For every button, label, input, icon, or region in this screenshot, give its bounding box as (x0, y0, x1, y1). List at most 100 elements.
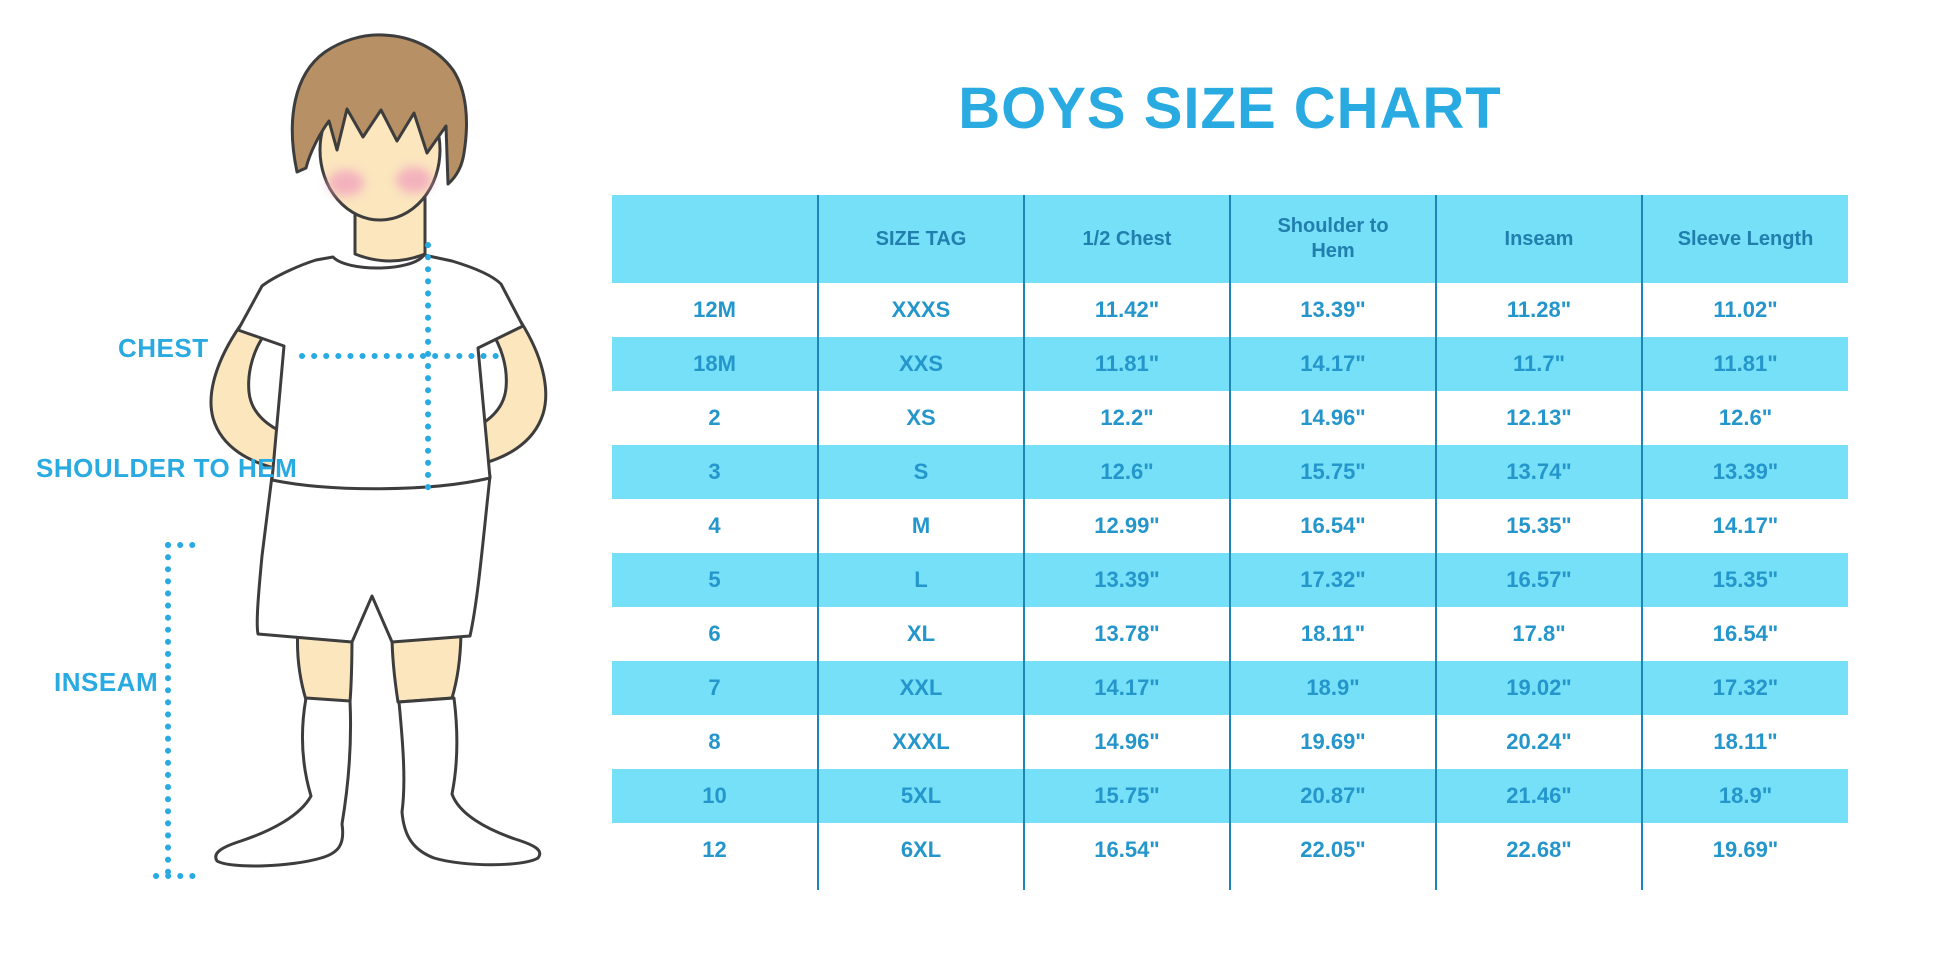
size-label-cell: 12 (702, 837, 727, 862)
measurement-cell: 17.8" (1435, 607, 1642, 661)
table-row: 2 XS 12.2" 14.96" 12.13" 12.6" (612, 391, 1848, 445)
measurement-cell: 13.39" (1229, 283, 1436, 337)
measurement-cell: 12.6" (1641, 391, 1848, 445)
measurement-cell: 14.17" (1023, 661, 1230, 715)
boy-hair (290, 33, 468, 186)
column-header: Inseam (1435, 195, 1642, 283)
header-row: SIZE TAG 1/2 Chest Shoulder to Hem Inseam Sl… (612, 195, 1848, 283)
measurement-cell: 19.69" (1641, 823, 1848, 877)
boy-illustration (153, 33, 548, 879)
measurement-cell: L (817, 553, 1024, 607)
blush-right-icon (396, 167, 432, 193)
measurement-cell: 11.7" (1435, 337, 1642, 391)
measurement-cell: S (817, 445, 1024, 499)
measurement-cell: 11.02" (1641, 283, 1848, 337)
measurement-cell: 6XL (817, 823, 1024, 877)
measurement-cell: XXL (817, 661, 1024, 715)
table-row: 7 XXL 14.17" 18.9" 19.02" 17.32" (612, 661, 1848, 715)
measurement-cell: 18.11" (1641, 715, 1848, 769)
measurement-cell: 13.39" (1023, 553, 1230, 607)
shoulder-to-hem-label: SHOULDER TO HEM (36, 453, 298, 483)
column-header: 1/2 Chest (1023, 195, 1230, 283)
measurement-cell: 13.39" (1641, 445, 1848, 499)
column-divider-tick (1434, 877, 1437, 890)
table-row: 5 L 13.39" 17.32" 16.57" 15.35" (612, 553, 1848, 607)
measurement-cell: 18.9" (1641, 769, 1848, 823)
measurement-cell: 13.78" (1023, 607, 1230, 661)
size-chart-table-wrap: SIZE TAG 1/2 Chest Shoulder to Hem Inseam Sl… (612, 195, 1848, 890)
column-divider-tick (1641, 877, 1643, 890)
measurement-cell: 16.54" (1641, 607, 1848, 661)
measurement-cell: 12.6" (1023, 445, 1230, 499)
size-label-cell: 7 (612, 661, 818, 715)
size-label-cell: 8 (708, 729, 721, 754)
table-body: 12M XXXS 11.42" 13.39" 11.28" 11.02" 18M XXS 11.… (612, 283, 1848, 877)
table-row: 10 5XL 15.75" 20.87" 21.46" 18.9" (612, 769, 1848, 823)
measurement-cell: 15.35" (1435, 499, 1642, 553)
measurement-cell: 19.02" (1435, 661, 1642, 715)
measurement-cell: 14.17" (1229, 337, 1436, 391)
measurement-cell: XXXL (817, 715, 1024, 769)
column-header: Sleeve Length (1641, 195, 1848, 283)
measurement-cell: 16.54" (1229, 499, 1436, 553)
table-row: 4 M 12.99" 16.54" 15.35" 14.17" (612, 499, 1848, 553)
measurement-cell: 16.54" (1023, 823, 1230, 877)
boy-shirt (236, 253, 525, 491)
measurement-cell: 13.74" (1435, 445, 1642, 499)
measurement-cell: 18.9" (1229, 661, 1436, 715)
measurement-cell: 18.11" (1229, 607, 1436, 661)
measurement-cell: XL (817, 607, 1024, 661)
size-label-cell: 4 (708, 513, 721, 538)
measurement-cell: 20.24" (1435, 715, 1642, 769)
measurement-cell: XXXS (817, 283, 1024, 337)
measurement-cell: 17.32" (1229, 553, 1436, 607)
size-label-cell: 5 (612, 553, 818, 607)
column-divider-tick (816, 877, 819, 890)
measurement-cell: 14.17" (1641, 499, 1848, 553)
column-header: SIZE TAG (817, 195, 1024, 283)
size-label-cell: 18M (612, 337, 818, 391)
table-row: 12 6XL 16.54" 22.05" 22.68" 19.69" (612, 823, 1848, 877)
measurement-cell: 15.75" (1023, 769, 1230, 823)
boy-right-sock (397, 696, 542, 867)
measurement-cell: 15.35" (1641, 553, 1848, 607)
measurement-cell: M (817, 499, 1024, 553)
measurement-cell: 11.42" (1023, 283, 1230, 337)
size-label-cell: 6 (708, 621, 721, 646)
measurement-cell: 12.13" (1435, 391, 1642, 445)
column-divider-tick (1022, 877, 1025, 890)
measurement-cell: 20.87" (1229, 769, 1436, 823)
column-header: Shoulder to Hem (1229, 195, 1436, 283)
measurement-cell: 21.46" (1435, 769, 1642, 823)
size-label-cell: 2 (708, 405, 721, 430)
size-label-cell: 10 (612, 769, 818, 823)
inseam-label: INSEAM (54, 667, 159, 697)
boy-left-sock (214, 696, 353, 868)
measurement-cell: 12.99" (1023, 499, 1230, 553)
measurement-cell: 22.68" (1435, 823, 1642, 877)
measurement-cell: 14.96" (1023, 715, 1230, 769)
column-divider-tick (1229, 877, 1231, 890)
column-header (612, 195, 818, 283)
measurement-cell: XXS (817, 337, 1024, 391)
measurement-cell: 11.81" (1023, 337, 1230, 391)
size-chart-table: SIZE TAG 1/2 Chest Shoulder to Hem Inseam Sl… (612, 195, 1848, 877)
measurement-cell: 14.96" (1229, 391, 1436, 445)
table-row: 6 XL 13.78" 18.11" 17.8" 16.54" (612, 607, 1848, 661)
table-row: 12M XXXS 11.42" 13.39" 11.28" 11.02" (612, 283, 1848, 337)
page-title: BOYS SIZE CHART (958, 75, 1502, 141)
measurement-cell: 5XL (817, 769, 1024, 823)
measurement-cell: 22.05" (1229, 823, 1436, 877)
measurement-cell: 12.2" (1023, 391, 1230, 445)
measurement-cell: 17.32" (1641, 661, 1848, 715)
measurement-cell: 11.28" (1435, 283, 1642, 337)
table-row: 18M XXS 11.81" 14.17" 11.7" 11.81" (612, 337, 1848, 391)
boy-shorts (255, 474, 492, 644)
chest-label: CHEST (118, 333, 209, 363)
size-label-cell: 12M (693, 297, 736, 322)
table-row: 3 S 12.6" 15.75" 13.74" 13.39" (612, 445, 1848, 499)
measurement-cell: 16.57" (1435, 553, 1642, 607)
measurement-cell: 19.69" (1229, 715, 1436, 769)
measurement-cell: 11.81" (1641, 337, 1848, 391)
